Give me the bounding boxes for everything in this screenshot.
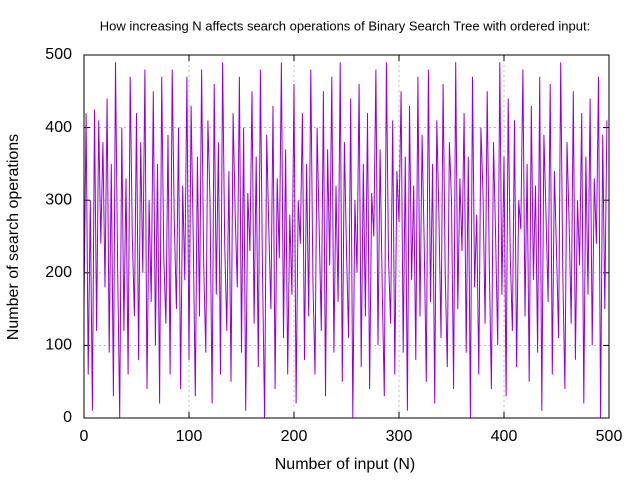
x-tick-label: 300 [386,428,413,445]
chart-title: How increasing N affects search operatio… [100,18,590,33]
y-tick-label: 200 [45,264,72,281]
y-tick-label: 100 [45,337,72,354]
x-tick-label: 0 [80,428,89,445]
y-tick-label: 400 [45,119,72,136]
y-tick-label: 0 [63,409,72,426]
plot-border [83,54,610,419]
x-axis-label: Number of input (N) [275,456,416,473]
y-tick-label: 500 [45,46,72,63]
x-tick-label: 100 [176,428,203,445]
x-tick-label: 500 [596,428,623,445]
y-axis-label: Number of search operations [5,134,22,340]
x-tick-label: 400 [491,428,518,445]
y-tick-label: 300 [45,191,72,208]
x-tick-label: 200 [281,428,308,445]
data-line [83,62,608,419]
